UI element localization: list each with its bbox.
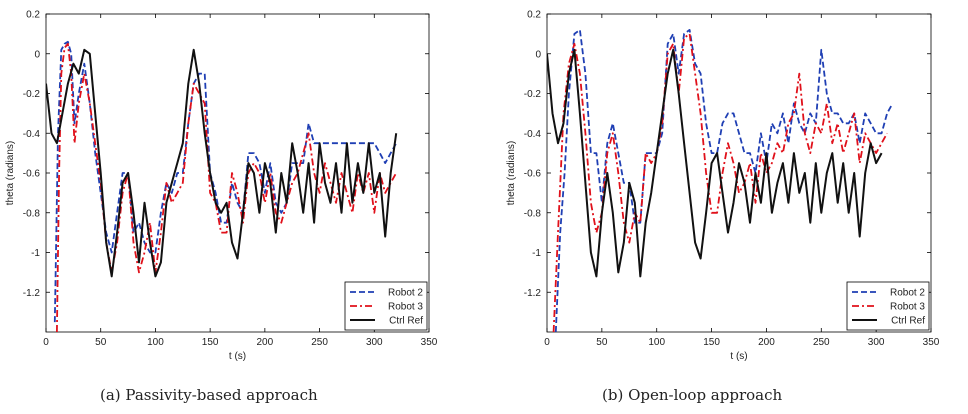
legend-label: Robot 3 [388,302,423,313]
y-axis-label: theta (radians) [506,141,517,205]
series-line-robot-3 [56,42,397,332]
y-tick-label: -1.2 [524,288,542,299]
y-tick-label: -0.2 [23,89,41,100]
x-tick-label: 200 [758,337,775,348]
x-tick-label: 350 [421,337,438,348]
series-line-robot-3 [552,33,888,332]
y-axis-label: theta (radians) [5,141,16,205]
y-tick-label: 0 [34,49,40,60]
legend: Robot 2 Robot 3 Ctrl Ref [846,281,930,331]
y-tick-label: -0.8 [524,208,542,219]
series-line-robot-2 [554,29,894,332]
x-tick-label: 250 [813,337,830,348]
x-tick-label: 300 [868,337,885,348]
x-axis-label: t (s) [730,351,747,362]
y-tick-label: -0.6 [524,169,542,180]
x-tick-label: 100 [648,337,665,348]
y-tick-label: -1 [31,248,40,259]
legend-box [846,281,930,331]
y-tick-label: -0.6 [23,169,41,180]
y-tick-label: 0 [535,49,541,60]
x-tick-label: 150 [202,337,219,348]
series-line-ctrl-ref [547,48,883,278]
x-axis-label: t (s) [229,351,246,362]
y-tick-label: -0.4 [524,129,542,140]
series-line-ctrl-ref [46,48,398,278]
y-tick-label: -1 [532,248,541,259]
y-tick-label: -1.2 [23,288,41,299]
chart-panel-0: 0 50 100 150 200 250 300 350 0.2 0 -0.2 -0.4 -0.6 -0.… [5,10,438,363]
series-line-robot-2 [53,40,397,323]
x-tick-label: 50 [596,337,608,348]
x-tick-label: 50 [95,337,107,348]
legend: Robot 2 Robot 3 Ctrl Ref [344,281,428,331]
y-tick-label: -0.2 [524,89,542,100]
x-tick-label: 100 [147,337,164,348]
legend-box [344,281,428,331]
caption-a: (a) Passivity-based approach [100,386,318,404]
x-tick-label: 200 [257,337,274,348]
legend-label: Ctrl Ref [891,316,925,327]
legend-label: Robot 2 [388,288,423,299]
x-tick-label: 0 [544,337,550,348]
x-tick-label: 250 [311,337,328,348]
x-tick-label: 150 [703,337,720,348]
chart-panel-1: 0 50 100 150 200 250 300 350 0.2 0 -0.2 -0.4 -0.6 -0.… [506,10,940,363]
x-tick-label: 300 [366,337,383,348]
y-tick-label: 0.2 [26,10,40,21]
legend-label: Ctrl Ref [389,316,423,327]
y-tick-label: -0.4 [23,129,41,140]
legend-label: Robot 2 [890,288,925,299]
y-tick-label: -0.8 [23,208,41,219]
caption-b: (b) Open-loop approach [602,386,783,404]
y-tick-label: 0.2 [527,10,541,21]
x-tick-label: 350 [923,337,940,348]
x-tick-label: 0 [43,337,49,348]
legend-label: Robot 3 [890,302,925,313]
